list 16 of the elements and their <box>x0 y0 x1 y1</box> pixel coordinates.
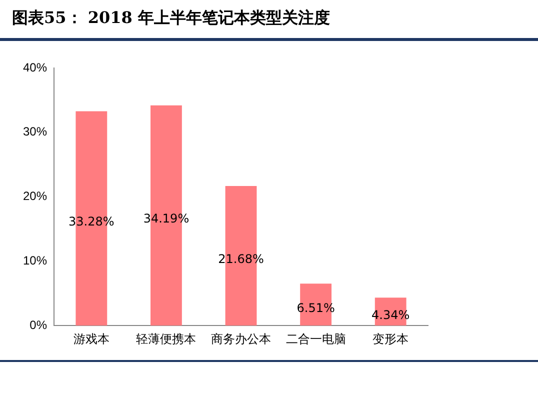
x-tick-label: 商务办公本 <box>211 332 272 346</box>
y-tick-label: 20% <box>22 189 48 204</box>
y-tick-label: 0% <box>30 318 48 332</box>
chart-title: 图表55： 2018 年上半年笔记本类型关注度 <box>12 8 330 29</box>
data-label: 33.28% <box>68 214 114 229</box>
data-label: 21.68% <box>218 252 264 266</box>
x-tick-label: 二合一电脑 <box>286 332 346 346</box>
y-tick-label: 40% <box>22 60 48 74</box>
data-label: 34.19% <box>143 212 190 226</box>
x-tick-label: 游戏本 <box>73 332 110 346</box>
y-tick-label: 10% <box>22 254 48 268</box>
x-tick-label: 变形本 <box>372 332 409 346</box>
y-tick-label: 30% <box>22 124 48 139</box>
data-label: 6.51% <box>296 300 335 315</box>
data-label: 4.34% <box>372 308 410 322</box>
x-tick-label: 轻薄便携本 <box>136 332 196 346</box>
